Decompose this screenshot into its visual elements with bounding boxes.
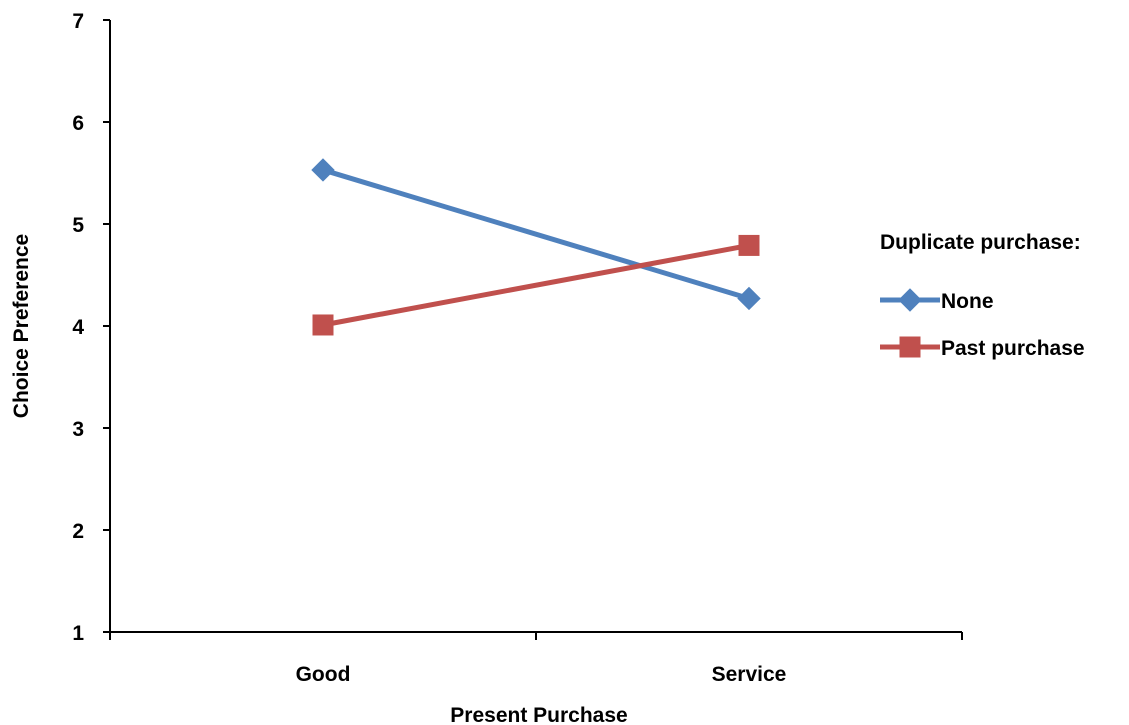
y-tick-label: 6 [72,112,84,135]
series-lines [311,158,761,336]
y-tick-label: 1 [72,622,84,645]
legend-title: Duplicate purchase: [880,231,1081,254]
legend-item: None [880,288,994,313]
y-tick-label: 2 [72,520,84,543]
series-line [322,167,750,301]
x-tick-label: Service [712,663,787,686]
y-axis: 1 2 3 4 5 6 7 [72,10,111,645]
y-tick-label: 3 [72,418,84,441]
x-axis: Good Service [109,631,963,686]
series-past-purchase [312,234,760,336]
data-point [312,314,334,336]
y-tick-label: 5 [72,214,84,237]
series-line [322,242,750,328]
legend-marker [898,288,922,312]
data-point [737,286,761,311]
y-axis-title: Choice Preference [10,234,33,418]
legend-label: None [941,290,994,313]
y-tick-label: 7 [72,10,84,33]
y-tick-label: 4 [72,316,84,339]
series-none [311,158,761,311]
legend: Duplicate purchase: None Past purchase [880,231,1085,360]
legend-label: Past purchase [941,337,1085,360]
x-axis-title: Present Purchase [450,704,627,725]
x-tick-label: Good [296,663,351,686]
data-point [311,158,335,182]
data-point [738,234,760,256]
legend-marker [899,336,921,358]
legend-item: Past purchase [880,336,1085,360]
